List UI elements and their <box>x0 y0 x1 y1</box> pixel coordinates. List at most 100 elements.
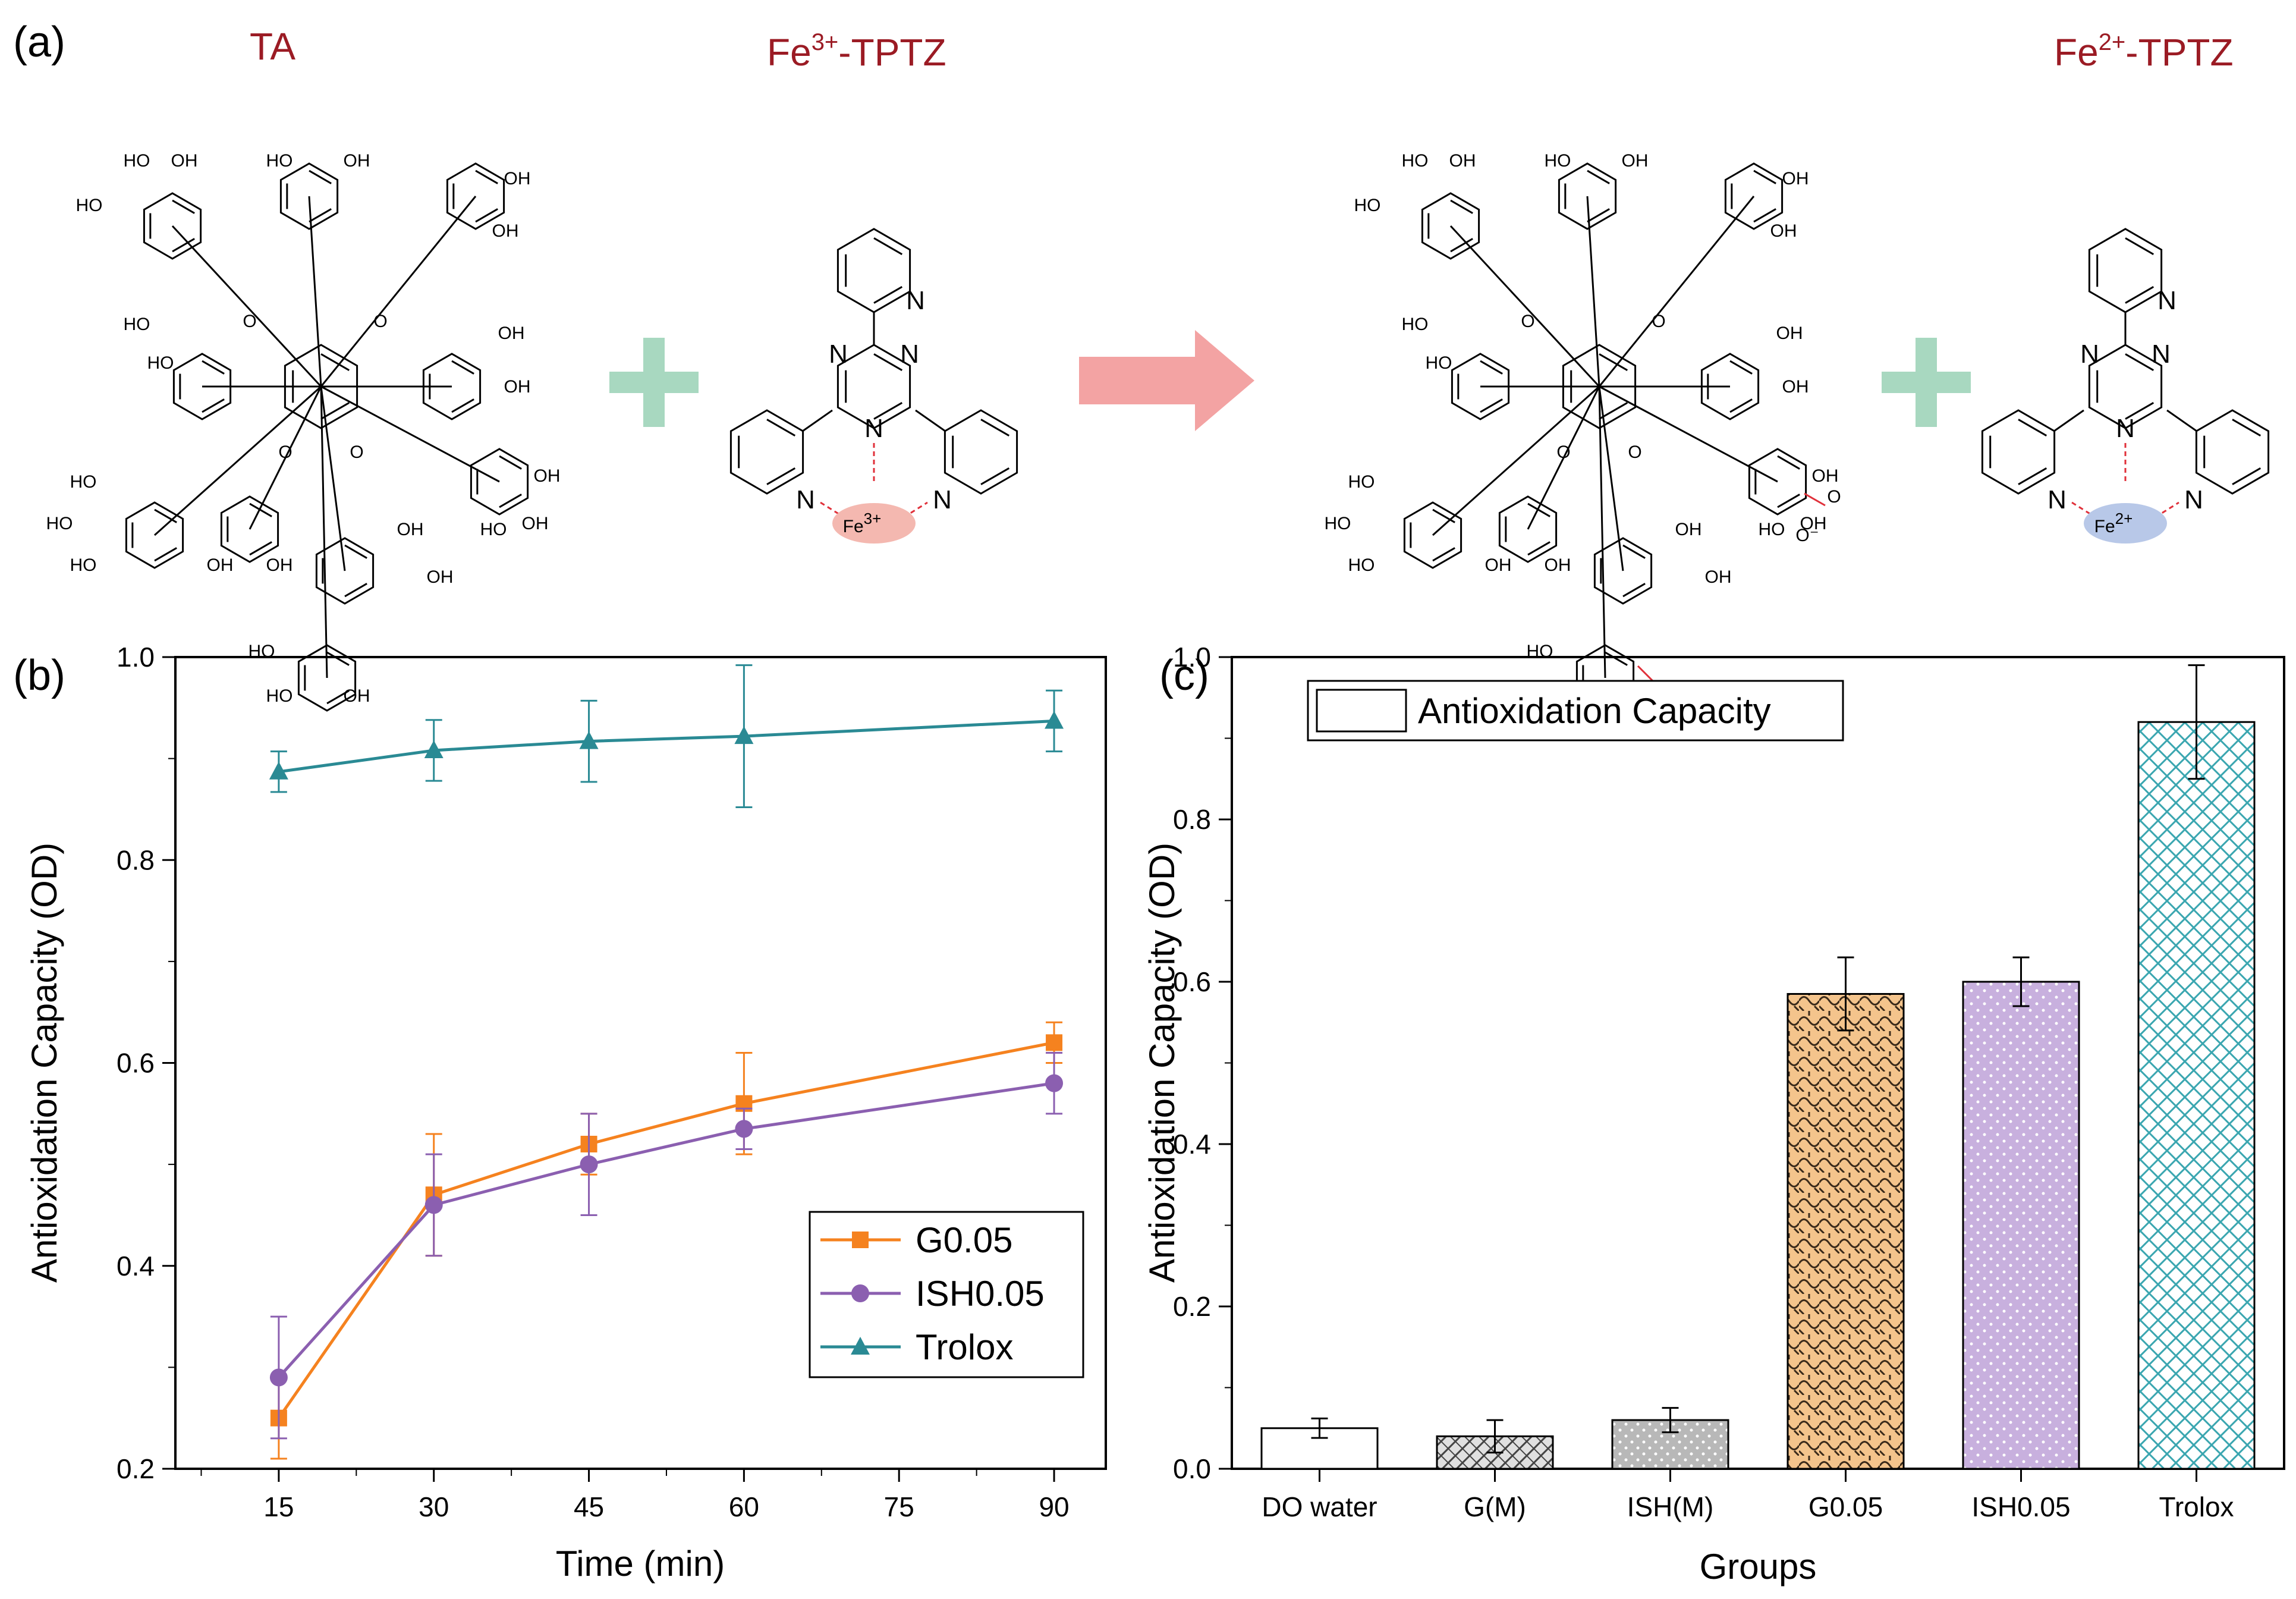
bond <box>1599 385 1778 483</box>
y-tick-label: 1.0 <box>1173 642 1211 673</box>
atom-label: OH <box>504 377 531 397</box>
double-bond <box>2125 353 2155 371</box>
galloyl-ring <box>446 162 505 230</box>
data-point <box>1045 1074 1064 1092</box>
ta-title: TA <box>250 25 295 68</box>
galloyl-ring <box>279 162 339 230</box>
double-bond <box>475 169 498 184</box>
atom-label: OH <box>1782 377 1809 397</box>
atom-label: OH <box>1545 555 1571 575</box>
double-bond <box>154 547 177 562</box>
atom-label: OH <box>504 169 531 189</box>
atom-label: HO <box>1348 472 1375 492</box>
nitrogen-atom: N <box>829 340 848 369</box>
double-bond <box>873 237 903 255</box>
atom-label: HO <box>1354 196 1381 215</box>
series-line <box>278 719 1055 774</box>
atom-label: HO <box>1402 315 1429 334</box>
double-bond <box>1480 398 1503 413</box>
double-bond <box>1432 508 1455 523</box>
double-bond <box>202 398 225 413</box>
bar-G0.05 <box>1787 992 1905 1470</box>
atom-label: OH <box>498 323 525 343</box>
bar-legend-swatch <box>1316 689 1407 733</box>
double-bond <box>451 398 474 413</box>
nitrogen-atom: N <box>796 485 815 514</box>
atom-label: HO <box>1325 514 1351 533</box>
data-point <box>735 1120 753 1138</box>
atom-label: OH <box>1485 555 1512 575</box>
double-bond <box>1587 169 1610 184</box>
double-bond <box>1729 360 1753 375</box>
oxidized-oxygen: O <box>1827 487 1841 507</box>
galloyl-ring <box>470 448 529 516</box>
y-tick-label: 0.4 <box>117 1251 155 1281</box>
double-bond <box>2018 419 2047 436</box>
nitrogen-atom: N <box>900 340 919 369</box>
galloyl-ring <box>143 192 202 260</box>
atom-label: HO <box>1402 151 1429 171</box>
line-chart-xlabel: Time (min) <box>556 1544 725 1584</box>
double-bond <box>1587 208 1610 223</box>
galloyl-ring <box>297 644 357 712</box>
atom-label: HO <box>124 315 150 334</box>
panel-b-label: (b) <box>13 652 65 699</box>
nitrogen-atom: N <box>933 485 952 514</box>
nitrogen-atom: N <box>2116 414 2135 443</box>
x-tick-label: 90 <box>1039 1491 1069 1522</box>
double-bond <box>1599 353 1628 371</box>
data-point <box>1046 1034 1063 1051</box>
double-bond <box>172 199 195 214</box>
atom-label: OH <box>266 555 293 575</box>
panel-b: (b) 15 30 45 60 75 90 0.2 0.4 0.6 0.8 1.0 Time (mi… <box>13 642 1107 1584</box>
coordination-bond <box>2071 501 2096 519</box>
double-bond <box>499 455 522 470</box>
data-point <box>579 731 599 749</box>
galloyl-ring <box>1421 192 1480 260</box>
y-tick-label: 0.2 <box>1173 1291 1211 1322</box>
pyridine-ring <box>2195 409 2270 495</box>
bond <box>1586 196 1600 387</box>
galloyl-ring <box>1700 353 1760 420</box>
data-point <box>580 1155 598 1174</box>
galloyl-ring <box>1498 495 1558 563</box>
bond <box>915 409 946 432</box>
atom-label: HO <box>1426 353 1452 373</box>
data-point <box>424 1196 443 1214</box>
atom-label: OH <box>1812 466 1839 486</box>
galloyl-ring <box>422 353 482 420</box>
double-bond <box>326 651 350 666</box>
y-tick-label: 0.6 <box>1173 966 1211 997</box>
double-bond <box>1527 502 1550 517</box>
double-bond <box>249 502 272 517</box>
double-bond <box>1777 455 1800 470</box>
bond <box>1598 386 1624 571</box>
atom-label: OH <box>1776 323 1803 343</box>
legend-marker <box>851 1284 869 1302</box>
data-point <box>734 726 754 744</box>
double-bond <box>1729 398 1753 413</box>
atom-label: OH <box>492 221 519 241</box>
atom-label: O <box>1556 442 1570 462</box>
nitrogen-atom: N <box>2152 340 2171 369</box>
x-tick-label: ISH0.05 <box>1971 1491 2070 1522</box>
legend-marker <box>851 1337 870 1355</box>
legend-marker <box>852 1232 869 1248</box>
x-tick-label: ISH(M) <box>1627 1491 1714 1522</box>
bar-Trolox <box>2137 721 2256 1470</box>
atom-label: HO <box>124 151 150 171</box>
double-bond <box>451 360 474 375</box>
double-bond <box>1432 547 1455 562</box>
y-tick-label: 0.0 <box>1173 1453 1211 1484</box>
double-bond <box>326 690 350 705</box>
atom-label: HO <box>249 642 275 661</box>
bond <box>1598 196 1755 387</box>
triazine-ring <box>836 344 911 429</box>
plus-sign <box>609 338 699 427</box>
nitrogen-atom: N <box>2047 485 2067 514</box>
legend-label: G0.05 <box>916 1220 1012 1260</box>
double-bond <box>1753 208 1776 223</box>
fe3-tptz-title: Fe3+-TPTZ <box>767 29 946 74</box>
atom-label: OH <box>344 151 370 171</box>
